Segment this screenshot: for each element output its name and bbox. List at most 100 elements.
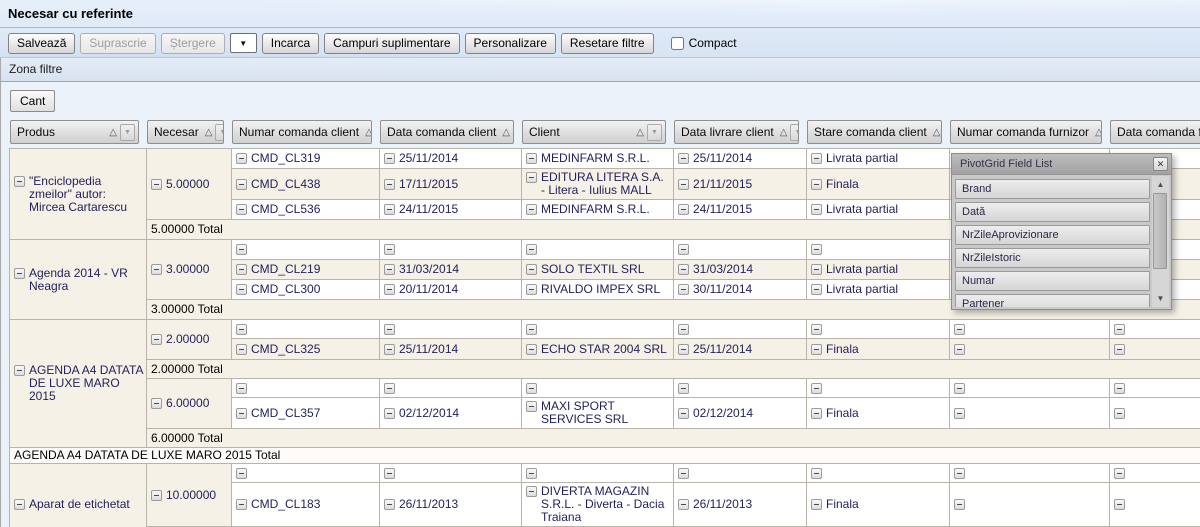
collapse-icon[interactable] (1114, 382, 1125, 394)
collapse-icon[interactable] (811, 284, 822, 295)
collapse-icon[interactable] (384, 467, 395, 479)
collapse-icon[interactable] (678, 264, 689, 275)
collapse-icon[interactable] (526, 382, 537, 394)
collapse-icon[interactable] (678, 153, 689, 164)
collapse-icon[interactable] (1114, 343, 1125, 355)
column-header-stare-comanda-client[interactable]: Stare comanda client △ ▼ (807, 120, 942, 144)
collapse-icon[interactable] (1114, 499, 1125, 510)
column-header-produs[interactable]: Produs △ ▼ (10, 120, 139, 144)
collapse-icon[interactable] (811, 499, 822, 510)
column-header-necesar[interactable]: Necesar △ ▼ (147, 120, 224, 144)
scrollbar-thumb[interactable] (1153, 193, 1167, 269)
collapse-icon[interactable] (384, 323, 395, 335)
collapse-icon[interactable] (811, 343, 822, 355)
collapse-icon[interactable] (526, 204, 537, 215)
collapse-icon[interactable] (1114, 323, 1125, 335)
collapse-icon[interactable] (811, 323, 822, 335)
extra-fields-button[interactable]: Campuri suplimentare (324, 32, 460, 54)
field-item-numar[interactable]: Numar (955, 271, 1150, 291)
collapse-icon[interactable] (678, 178, 689, 190)
collapse-icon[interactable] (526, 284, 537, 295)
collapse-icon[interactable] (811, 407, 822, 419)
collapse-icon[interactable] (236, 467, 247, 479)
compact-checkbox[interactable] (670, 36, 684, 50)
collapse-icon[interactable] (526, 343, 537, 355)
collapse-icon[interactable] (678, 343, 689, 355)
filter-dropdown-icon[interactable]: ▼ (513, 124, 514, 141)
collapse-icon[interactable] (811, 382, 822, 394)
collapse-icon[interactable] (14, 365, 25, 376)
collapse-icon[interactable] (678, 407, 689, 419)
collapse-icon[interactable] (526, 323, 537, 335)
collapse-icon[interactable] (236, 204, 247, 215)
collapse-icon[interactable] (954, 343, 965, 355)
collapse-icon[interactable] (14, 267, 25, 279)
collapse-icon[interactable] (954, 407, 965, 419)
collapse-icon[interactable] (678, 323, 689, 335)
collapse-icon[interactable] (384, 499, 395, 510)
collapse-icon[interactable] (384, 153, 395, 164)
close-icon[interactable]: ✕ (1153, 157, 1168, 171)
collapse-icon[interactable] (811, 467, 822, 479)
field-item-brand[interactable]: Brand (955, 179, 1150, 199)
collapse-icon[interactable] (236, 244, 247, 255)
collapse-icon[interactable] (1114, 407, 1125, 419)
collapse-icon[interactable] (678, 382, 689, 394)
reset-filters-button[interactable]: Resetare filtre (560, 32, 654, 54)
collapse-icon[interactable] (526, 172, 537, 183)
collapse-icon[interactable] (236, 323, 247, 335)
column-header-numar-comanda-furnizor[interactable]: Numar comanda furnizor △ ▼ (950, 120, 1102, 144)
collapse-icon[interactable] (151, 334, 162, 345)
collapse-icon[interactable] (384, 343, 395, 355)
collapse-icon[interactable] (151, 489, 162, 501)
collapse-icon[interactable] (236, 153, 247, 164)
collapse-icon[interactable] (526, 486, 537, 497)
collapse-icon[interactable] (811, 153, 822, 164)
collapse-icon[interactable] (384, 382, 395, 394)
collapse-icon[interactable] (678, 284, 689, 295)
field-item-nrzileaprovizionare[interactable]: NrZileAprovizionare (955, 225, 1150, 245)
collapse-icon[interactable] (811, 244, 822, 255)
collapse-icon[interactable] (384, 244, 395, 255)
load-button[interactable]: Incarca (261, 32, 320, 54)
collapse-icon[interactable] (384, 407, 395, 419)
field-item-partener[interactable]: Partener (955, 294, 1150, 307)
collapse-icon[interactable] (151, 178, 162, 190)
overwrite-button[interactable]: Suprascrie (80, 32, 156, 54)
collapse-icon[interactable] (678, 244, 689, 255)
collapse-icon[interactable] (811, 264, 822, 275)
collapse-icon[interactable] (151, 398, 162, 409)
layout-dropdown[interactable]: ▼ (229, 33, 257, 53)
collapse-icon[interactable] (236, 284, 247, 295)
collapse-icon[interactable] (236, 407, 247, 419)
filter-dropdown-icon[interactable]: ▼ (215, 123, 223, 141)
collapse-icon[interactable] (526, 401, 537, 412)
filter-dropdown-icon[interactable]: ▼ (790, 123, 798, 141)
collapse-icon[interactable] (384, 264, 395, 275)
collapse-icon[interactable] (678, 204, 689, 215)
scroll-up-icon[interactable]: ▲ (1156, 180, 1165, 189)
collapse-icon[interactable] (811, 178, 822, 190)
collapse-icon[interactable] (236, 499, 247, 510)
field-item-data[interactable]: Dată (955, 202, 1150, 222)
field-list-scrollbar[interactable]: ▲ ▼ (1152, 176, 1169, 307)
collapse-icon[interactable] (526, 153, 537, 164)
collapse-icon[interactable] (954, 323, 965, 335)
field-list-title-bar[interactable]: PivotGrid Field List ✕ (952, 154, 1171, 175)
column-header-data-comanda-furnizor[interactable]: Data comanda furnizor △ ▼ (1110, 120, 1200, 144)
collapse-icon[interactable] (14, 175, 25, 187)
scroll-down-icon[interactable]: ▼ (1156, 294, 1165, 303)
collapse-icon[interactable] (954, 499, 965, 510)
filter-dropdown-icon[interactable]: ▼ (120, 123, 135, 141)
filter-dropdown-icon[interactable]: ▼ (647, 123, 662, 141)
collapse-icon[interactable] (384, 204, 395, 215)
column-header-data-livrare-client[interactable]: Data livrare client △ ▼ (674, 120, 799, 144)
delete-button[interactable]: Ștergere (160, 32, 225, 54)
collapse-icon[interactable] (526, 467, 537, 479)
collapse-icon[interactable] (1114, 467, 1125, 479)
collapse-icon[interactable] (14, 499, 25, 510)
collapse-icon[interactable] (236, 382, 247, 394)
collapse-icon[interactable] (954, 382, 965, 394)
collapse-icon[interactable] (811, 204, 822, 215)
collapse-icon[interactable] (236, 264, 247, 275)
